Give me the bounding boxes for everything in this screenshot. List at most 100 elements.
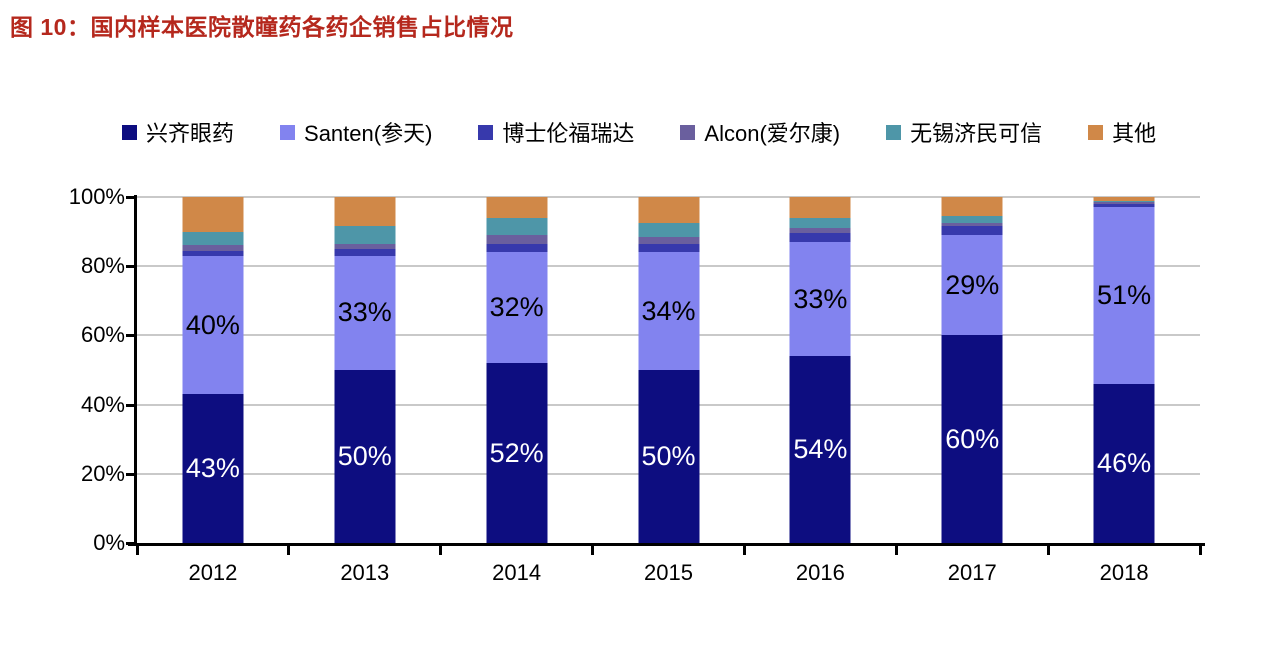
y-axis-tick-label: 80% [80, 253, 125, 279]
bar-segment: 34% [638, 252, 699, 370]
y-axis-line [134, 195, 137, 545]
bar-value-label: 40% [185, 309, 240, 340]
x-axis-tick [894, 546, 898, 555]
legend-label: 其他 [1112, 121, 1157, 146]
x-axis-tick [742, 546, 746, 555]
bar-value-label: 29% [945, 269, 1000, 300]
x-axis-tick [591, 546, 595, 555]
bar-segment [789, 233, 851, 242]
bar-value-label: 54% [793, 434, 848, 465]
bar-value-label: 33% [793, 283, 848, 314]
bar-columns: 43% 40% 50% 33% 52% 32% 50% 34% 54% 33% 60% 29% 46% 5… [137, 197, 1200, 543]
x-axis-tick-label: 2014 [492, 560, 542, 585]
x-axis-tick [1198, 546, 1202, 555]
bar-segment [941, 216, 1003, 223]
bar-segment [1093, 203, 1155, 208]
gridline [137, 196, 1200, 198]
bar-value-label: 33% [337, 297, 392, 328]
bar-value-label: 43% [185, 453, 240, 484]
y-axis-tick [126, 472, 137, 476]
bar-value-label: 34% [641, 295, 696, 326]
bar-segment [638, 243, 699, 253]
legend-swatch-icon [680, 124, 696, 140]
stacked-bar-2015: 50% 34% [638, 197, 699, 543]
bar-segment [334, 243, 396, 249]
bar-segment: 43% [182, 394, 244, 543]
bar-segment [789, 197, 851, 218]
bar-segment [334, 248, 396, 256]
bar-segment [486, 243, 548, 253]
bar-segment [941, 222, 1003, 227]
bar-value-label: 60% [945, 423, 1000, 454]
legend-swatch-icon [478, 124, 494, 140]
stacked-bar-2012: 43% 40% [182, 197, 244, 543]
bar-segment: 46% [1093, 383, 1155, 543]
legend-item: Santen(参天) [280, 116, 432, 148]
legend-label: 兴齐眼药 [146, 121, 235, 146]
bar-value-label: 50% [337, 441, 392, 471]
bar-segment: 52% [486, 363, 548, 543]
bar-segment [486, 217, 548, 236]
bar-segment [182, 250, 244, 256]
bar-value-label: 32% [489, 292, 544, 323]
y-axis-tick [126, 265, 137, 269]
legend-swatch-icon [122, 124, 137, 140]
chart-legend: 兴齐眼药 Santen(参天) 博士伦福瑞达 Alcon(爱尔康) 无锡济民可信 其他 [122, 116, 1202, 148]
x-axis-tick-label: 2015 [644, 560, 693, 585]
bar-segment [941, 197, 1003, 217]
legend-label: 博士伦福瑞达 [502, 121, 635, 146]
y-axis-tick-label: 0% [93, 530, 125, 555]
legend-item: 其他 [1088, 116, 1156, 148]
bar-segment: 33% [334, 255, 396, 370]
x-axis-tick [439, 546, 443, 555]
y-axis-tick-label: 40% [80, 391, 125, 417]
bar-segment [334, 226, 396, 244]
x-axis-tick [287, 546, 291, 555]
legend-item: 博士伦福瑞达 [478, 116, 634, 148]
legend-item: 兴齐眼药 [122, 116, 234, 148]
y-axis-tick [126, 403, 137, 407]
legend-swatch-icon [280, 124, 296, 140]
bar-segment [638, 197, 699, 223]
bar-column-2018: 46% 51% [1048, 197, 1200, 543]
legend-label: Santen(参天) [304, 121, 433, 146]
stacked-bar-2018: 46% 51% [1093, 197, 1155, 543]
bar-segment [789, 217, 851, 229]
legend-item: Alcon(爱尔康) [680, 116, 840, 148]
x-axis-tick [1046, 546, 1050, 555]
bar-segment [1093, 202, 1155, 204]
bar-segment: 50% [334, 370, 396, 543]
legend-label: 无锡济民可信 [910, 121, 1043, 146]
bar-column-2012: 43% 40% [137, 197, 289, 543]
bar-segment: 51% [1093, 207, 1155, 384]
bar-segment [486, 197, 548, 218]
bar-segment [486, 235, 548, 244]
bar-segment: 60% [941, 335, 1003, 543]
bar-column-2016: 54% 33% [744, 197, 896, 543]
bar-segment: 40% [182, 255, 244, 395]
x-axis-tick-label: 2017 [947, 560, 997, 585]
bar-segment [638, 236, 699, 244]
x-axis-tick-label: 2018 [1099, 560, 1149, 585]
bar-segment: 29% [941, 235, 1003, 336]
y-axis-tick [126, 196, 137, 199]
bar-column-2015: 50% 34% [593, 197, 745, 543]
x-axis-line [128, 543, 1205, 546]
bar-column-2017: 60% 29% [896, 197, 1048, 543]
x-axis-tick-label: 2013 [340, 560, 390, 585]
bar-segment: 50% [638, 370, 699, 543]
stacked-bar-2014: 52% 32% [486, 197, 548, 543]
bar-segment [638, 223, 699, 237]
bar-segment [182, 245, 244, 251]
legend-label: Alcon(爱尔康) [704, 121, 841, 146]
bar-column-2014: 52% 32% [441, 197, 593, 543]
y-axis-tick [126, 542, 137, 545]
bar-segment [941, 226, 1003, 236]
bar-segment: 54% [789, 356, 851, 543]
bar-segment [334, 197, 396, 227]
y-axis-tick-label: 60% [80, 322, 125, 348]
bar-value-label: 46% [1097, 447, 1152, 478]
bar-value-label: 52% [489, 437, 544, 468]
x-axis-labels: 2012 2013 2014 2015 2016 2017 2018 [137, 560, 1200, 586]
stacked-bar-2013: 50% 33% [334, 197, 396, 543]
